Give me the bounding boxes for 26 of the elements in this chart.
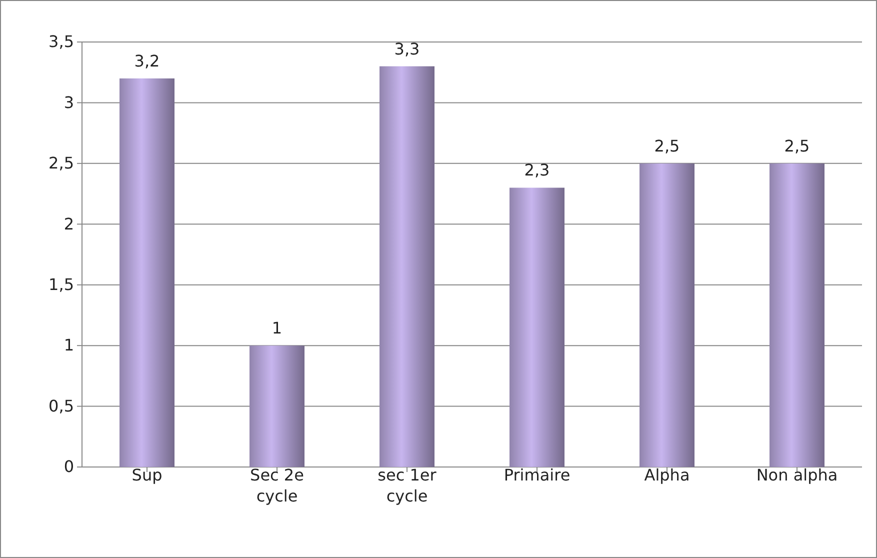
bar: [380, 66, 434, 467]
data-label: 2,5: [784, 136, 810, 156]
y-tick-label: 2,5: [48, 154, 74, 173]
bar: [510, 188, 564, 467]
data-label: 2,3: [524, 160, 550, 180]
y-tick-label: 3: [64, 92, 74, 112]
x-tick-label: Sec 2e cycle: [250, 466, 304, 506]
data-label: 2,5: [654, 136, 680, 156]
x-tick-label: Alpha: [644, 466, 690, 485]
y-tick-label: 2: [64, 214, 74, 234]
data-label: 1: [272, 318, 282, 338]
x-tick-label: Primaire: [504, 466, 570, 485]
y-tick-label: 1,5: [48, 274, 74, 294]
bar: [250, 346, 304, 467]
data-label: 3,3: [394, 39, 420, 58]
y-tick-label: 0: [64, 457, 74, 476]
y-tick-label: 1: [64, 336, 74, 355]
x-tick-label: Sup: [132, 466, 162, 485]
bar: [120, 78, 174, 467]
x-tick-label: sec 1er cycle: [378, 466, 437, 506]
data-label: 3,2: [134, 51, 160, 70]
x-tick-label: Non alpha: [756, 466, 838, 485]
y-tick-label: 3,5: [48, 32, 74, 52]
bar: [640, 163, 694, 467]
y-tick-label: 0,5: [48, 396, 74, 416]
bar: [770, 163, 824, 467]
